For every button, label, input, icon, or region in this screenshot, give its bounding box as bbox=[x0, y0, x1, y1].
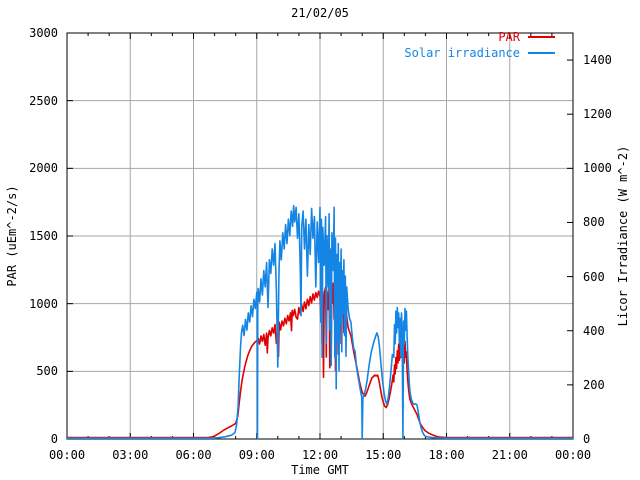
y-left-tick-label: 2000 bbox=[29, 161, 58, 176]
y-left-tick-label: 500 bbox=[36, 364, 58, 379]
y-left-tick-label: 1500 bbox=[29, 229, 58, 243]
x-tick-label: 03:00 bbox=[112, 448, 149, 462]
x-tick-label: 18:00 bbox=[428, 448, 465, 462]
series-solar-irradiance-line bbox=[67, 204, 573, 440]
y-left-tick-label: 3000 bbox=[29, 26, 58, 40]
x-tick-label: 09:00 bbox=[238, 448, 275, 462]
y-right-tick-label: 200 bbox=[583, 377, 605, 392]
y-left-tick-label: 1000 bbox=[29, 296, 58, 311]
y-left-tick-label: 2500 bbox=[29, 93, 58, 108]
legend-label-solar: Solar irradiance bbox=[404, 46, 520, 60]
y-right-tick-label: 1000 bbox=[583, 161, 612, 176]
x-axis-label: Time GMT bbox=[291, 463, 349, 477]
y-right-tick-label: 800 bbox=[583, 215, 605, 230]
x-tick-label: 21:00 bbox=[491, 448, 528, 462]
y-left-tick-label: 0 bbox=[50, 432, 58, 446]
y-right-tick-label: 1400 bbox=[583, 53, 612, 68]
y-right-tick-label: 600 bbox=[583, 269, 605, 284]
chart-title: 21/02/05 bbox=[291, 6, 349, 20]
y-right-tick-label: 0 bbox=[583, 432, 591, 446]
y-right-tick-label: 1200 bbox=[583, 107, 612, 122]
y-right-tick-label: 400 bbox=[583, 323, 605, 338]
x-tick-label: 12:00 bbox=[301, 448, 339, 462]
y-right-axis-label: Licor Irradiance (W m^-2) bbox=[616, 145, 630, 327]
x-tick-label: 00:00 bbox=[48, 448, 86, 462]
x-tick-label: 06:00 bbox=[175, 448, 212, 462]
x-tick-label: 15:00 bbox=[365, 448, 402, 462]
legend-label-par: PAR bbox=[498, 30, 520, 44]
x-tick-label: 00:00 bbox=[554, 448, 592, 462]
